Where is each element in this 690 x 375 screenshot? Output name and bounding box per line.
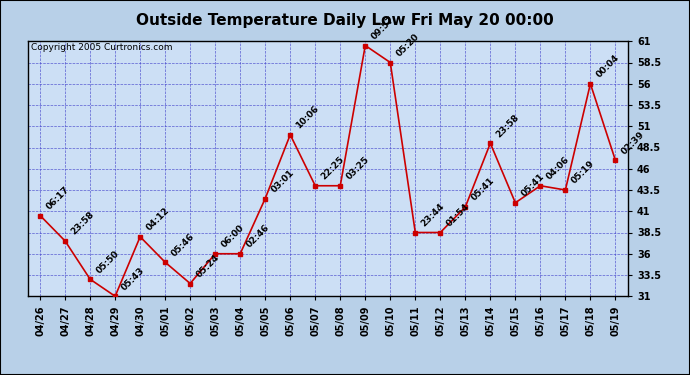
Text: 05:20: 05:20 — [395, 32, 421, 58]
Text: 02:39: 02:39 — [620, 129, 646, 156]
Text: 06:00: 06:00 — [219, 223, 246, 250]
Text: 05:19: 05:19 — [569, 159, 596, 186]
Text: 03:25: 03:25 — [344, 155, 371, 182]
Text: 04:06: 04:06 — [544, 155, 571, 182]
Text: Outside Temperature Daily Low Fri May 20 00:00: Outside Temperature Daily Low Fri May 20… — [136, 13, 554, 28]
Text: 05:41: 05:41 — [469, 176, 496, 203]
Text: 02:46: 02:46 — [244, 223, 271, 250]
Text: 23:44: 23:44 — [420, 201, 446, 228]
Text: 03:01: 03:01 — [269, 168, 296, 194]
Text: 04:12: 04:12 — [144, 206, 171, 232]
Text: 01:54: 01:54 — [444, 202, 471, 228]
Text: 00:04: 00:04 — [595, 53, 621, 80]
Text: 05:43: 05:43 — [119, 266, 146, 292]
Text: 10:06: 10:06 — [295, 104, 321, 130]
Text: Copyright 2005 Curtronics.com: Copyright 2005 Curtronics.com — [30, 42, 172, 51]
Text: 22:25: 22:25 — [319, 155, 346, 182]
Text: 09:57: 09:57 — [369, 15, 396, 41]
Text: 05:46: 05:46 — [169, 231, 196, 258]
Text: 06:17: 06:17 — [44, 185, 71, 211]
Text: 05:50: 05:50 — [95, 249, 121, 275]
Text: 05:24: 05:24 — [195, 253, 221, 279]
Text: 23:58: 23:58 — [69, 210, 96, 237]
Text: 05:41: 05:41 — [520, 172, 546, 199]
Text: 23:58: 23:58 — [495, 112, 521, 139]
